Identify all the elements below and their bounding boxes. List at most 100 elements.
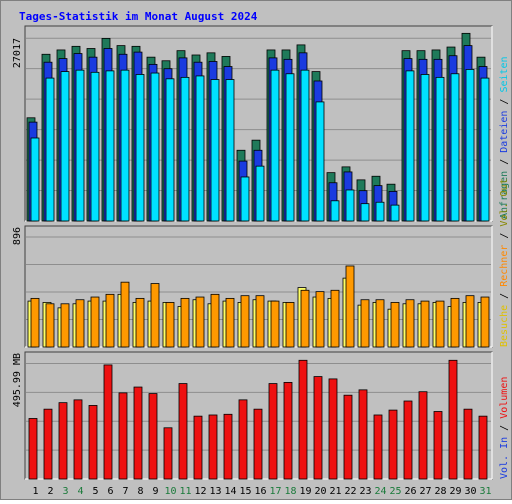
- day-label: 12: [194, 486, 206, 497]
- volumen-bar: [193, 415, 203, 480]
- rechner-bar: [120, 281, 130, 348]
- rechner-bar: [45, 303, 55, 348]
- day-label: 1: [32, 486, 38, 497]
- volumen-bar: [88, 405, 98, 480]
- volumen-bar: [103, 364, 113, 480]
- day-label: 15: [239, 486, 251, 497]
- day-label: 31: [479, 486, 491, 497]
- seiten-bar: [195, 75, 205, 222]
- rechner-bar: [480, 296, 490, 348]
- day-label: 29: [449, 486, 461, 497]
- rechner-bar: [60, 303, 70, 348]
- rechner-bar: [225, 297, 235, 348]
- rechner-bar: [180, 297, 190, 348]
- volume-panel: 495.99 MB: [12, 351, 493, 480]
- seiten-bar: [180, 76, 190, 222]
- seiten-bar: [225, 79, 235, 222]
- seiten-bar: [240, 176, 250, 222]
- rechner-bar: [195, 296, 205, 348]
- volumen-bar: [298, 359, 308, 480]
- day-label: 28: [434, 486, 446, 497]
- rechner-bar: [375, 299, 385, 348]
- seiten-bar: [480, 77, 490, 222]
- rechner-bar: [135, 297, 145, 348]
- volumen-bar: [283, 381, 293, 480]
- volumen-bar: [463, 408, 473, 480]
- rechner-bar: [435, 300, 445, 348]
- mid-max-label: 896: [12, 227, 23, 245]
- volumen-bar: [433, 411, 443, 480]
- seiten-bar: [30, 137, 40, 222]
- rechner-bar: [330, 289, 340, 348]
- volumen-bar: [358, 389, 368, 480]
- volumen-bar: [388, 409, 398, 480]
- volumen-bar: [373, 414, 383, 480]
- volumen-bar: [253, 408, 263, 480]
- day-label: 8: [137, 486, 143, 497]
- volumen-bar: [28, 418, 38, 480]
- seiten-bar: [405, 70, 415, 222]
- seiten-bar: [90, 71, 100, 222]
- top-max-label: 27017: [12, 38, 23, 68]
- day-label: 25: [389, 486, 401, 497]
- rechner-bar: [90, 296, 100, 348]
- rechner-bar: [255, 295, 265, 348]
- volumen-bar: [118, 392, 128, 480]
- seiten-bar: [360, 203, 370, 222]
- day-label: 2: [47, 486, 53, 497]
- seiten-bar: [165, 78, 175, 222]
- mid-side-label: Besuche / Rechner / Vol. Out: [499, 178, 510, 347]
- seiten-bar: [420, 74, 430, 222]
- rechner-bar: [315, 291, 325, 348]
- rechner-bar: [165, 302, 175, 348]
- bot-max-label: 495.99 MB: [12, 353, 23, 407]
- day-label: 17: [269, 486, 281, 497]
- rechner-bar: [150, 283, 160, 348]
- rechner-bar: [405, 299, 415, 348]
- day-axis: 1 2 3 4 5 6 7 8 9 10 11 12 13 14 15 16 17 18 19 20 21 22 23 24 2…: [32, 486, 491, 497]
- volumen-bar: [328, 378, 338, 480]
- seiten-bar: [75, 69, 85, 222]
- top-side-label: Anfragen / Dateien / Seiten: [499, 56, 510, 219]
- volumen-bar: [208, 414, 218, 480]
- day-label: 7: [122, 486, 128, 497]
- rechner-bar: [390, 302, 400, 348]
- requests-files-pages-panel: 27017: [12, 25, 493, 222]
- day-label: 22: [344, 486, 356, 497]
- day-label: 18: [284, 486, 296, 497]
- seiten-bar: [300, 69, 310, 222]
- volumen-bar: [313, 376, 323, 480]
- day-label: 11: [179, 486, 191, 497]
- seiten-bar: [390, 204, 400, 222]
- volumen-bar: [73, 399, 83, 480]
- volumen-bar: [403, 400, 413, 480]
- rechner-bar: [210, 293, 220, 348]
- rechner-bar: [420, 300, 430, 348]
- day-label: 30: [464, 486, 476, 497]
- day-label: 10: [164, 486, 176, 497]
- day-label: 26: [404, 486, 416, 497]
- rechner-bar: [75, 299, 85, 348]
- rechner-bar: [450, 297, 460, 348]
- bot-side-label: Vol. In / Volumen: [499, 377, 510, 479]
- seiten-bar: [465, 69, 475, 222]
- day-label: 14: [224, 486, 236, 497]
- day-label: 3: [62, 486, 68, 497]
- seiten-bar: [120, 69, 130, 222]
- day-label: 16: [254, 486, 266, 497]
- day-label: 6: [107, 486, 113, 497]
- seiten-bar: [105, 70, 115, 222]
- seiten-bar: [60, 71, 70, 222]
- day-label: 27: [419, 486, 431, 497]
- seiten-bar: [435, 76, 445, 222]
- rechner-bar: [270, 300, 280, 348]
- volumen-bar: [133, 386, 143, 480]
- volumen-bar: [148, 393, 158, 480]
- rechner-bar: [30, 297, 40, 348]
- rechner-bar: [465, 295, 475, 348]
- volumen-bar: [343, 394, 353, 480]
- rechner-bar: [240, 295, 250, 348]
- volumen-bar: [163, 427, 173, 480]
